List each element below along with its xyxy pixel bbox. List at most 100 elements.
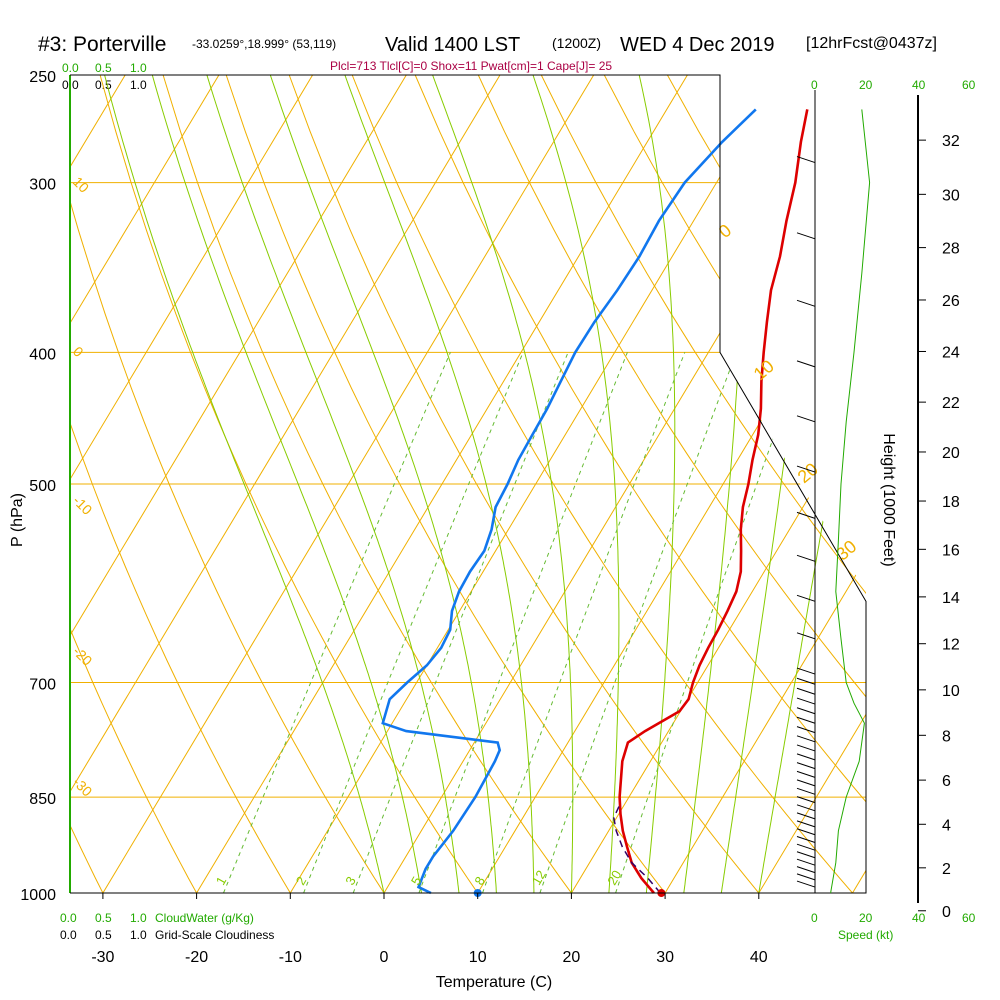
height-tick-label: 22: [942, 395, 960, 412]
isotherm-label: 0: [70, 343, 87, 360]
mixing-ratio-label: 12: [529, 868, 549, 888]
moist-adiabat-line: [269, 75, 497, 893]
wind-barb: [796, 804, 816, 812]
cloud-green-bot-1: 0.5: [95, 911, 112, 925]
sounding-curves: [381, 108, 809, 897]
wind-barb: [796, 632, 816, 640]
pressure-tick-label: 700: [29, 677, 56, 694]
speed-tick-bot-1: 20: [859, 911, 873, 925]
dry-adiabat-line: [162, 75, 572, 893]
pressure-tick-label: 250: [29, 69, 56, 86]
wind-barb: [796, 687, 816, 695]
isotherm-label: -10: [70, 492, 96, 518]
temperature-tick-label: 10: [469, 949, 487, 966]
isotherm-label: 10: [70, 173, 92, 195]
pressure-tick-label: 300: [29, 177, 56, 194]
isotherm-line: [289, 75, 782, 893]
pressure-tick-label: 850: [29, 791, 56, 808]
isotherm-line: [664, 75, 866, 893]
title-utc: (1200Z): [552, 35, 601, 51]
dry-adiabat-line: [351, 75, 853, 893]
background-grid: [70, 75, 1000, 893]
moist-adiabat-line: [104, 75, 385, 893]
wind-panel: [796, 90, 871, 894]
temperature-tick-label: 0: [380, 949, 389, 966]
height-tick-label: 30: [942, 187, 960, 204]
isotherm-line: [70, 75, 501, 893]
pressure-tick-label: 400: [29, 346, 56, 363]
speed-tick-bot-0: 0: [811, 911, 818, 925]
wind-barb: [796, 744, 816, 752]
mixing-ratio-label: 20: [604, 868, 624, 888]
wind-speed-profile: [830, 109, 871, 894]
isotherm-line: [477, 75, 866, 893]
speed-label: Speed (kt): [838, 928, 893, 942]
wind-barb: [796, 753, 816, 761]
wind-barb: [796, 697, 816, 705]
wind-barb: [796, 828, 816, 836]
isotherm-line: [852, 75, 866, 893]
cloud-black-bot-1: 0.5: [95, 928, 112, 942]
series-dewpoint-line: [381, 108, 757, 895]
dry-adiabat-line: [983, 75, 1000, 893]
moist-adiabat-line: [344, 75, 535, 893]
speed-tick-bot-3: 60: [962, 911, 976, 925]
height-tick-label: 4: [942, 817, 951, 834]
dry-adiabat-line: [225, 75, 666, 893]
temperature-tick-label: 30: [656, 949, 674, 966]
speed-tick-top-0: 0: [811, 78, 818, 92]
isotherm-label: -30: [70, 774, 96, 800]
wind-barb: [796, 156, 816, 164]
temperature-tick-label: -20: [185, 949, 208, 966]
wind-barb: [796, 707, 816, 715]
wind-speed-scale: 0 20 40 60 0 20 40 60 Speed (kt): [811, 78, 976, 942]
height-tick-label: 20: [942, 445, 960, 462]
wind-barb: [796, 787, 816, 795]
mixing-ratio-label: 8: [471, 874, 488, 888]
wind-barb: [796, 858, 816, 866]
dry-adiabat-line: [70, 75, 198, 893]
speed-tick-bot-2: 40: [912, 911, 926, 925]
cloud-green-top-0: 0.0: [62, 61, 79, 75]
y-axis-label: P (hPa): [9, 493, 26, 547]
cloud-black-bot-2: 1.0: [130, 928, 147, 942]
cloudiness-label: Grid-Scale Cloudiness: [155, 928, 274, 942]
wind-barb: [796, 762, 816, 770]
dry-adiabat-line: [288, 75, 760, 893]
moist-adiabat-line: [432, 75, 574, 893]
cloud-scale-bottom: 0.0 0.5 1.0 CloudWater (g/Kg) 0.0 0.5 1.…: [60, 911, 274, 942]
title-coords: -33.0259°,18.999° (53,119): [192, 37, 336, 51]
isotherm-label: -20: [70, 643, 96, 669]
temperature-tick-label: -30: [91, 949, 114, 966]
cloud-green-top-2: 1.0: [130, 61, 147, 75]
wind-barb: [796, 843, 816, 851]
dry-adiabat-line: [70, 75, 291, 893]
wind-barb: [796, 716, 816, 724]
cloud-black-bot-0: 0.0: [60, 928, 77, 942]
isotherm-label: 20: [794, 459, 822, 487]
cloud-green-top-1: 0.5: [95, 61, 112, 75]
moist-adiabat-line: [151, 75, 422, 893]
height-tick-label: 10: [942, 683, 960, 700]
wind-barb: [796, 779, 816, 787]
moist-adiabat-line: [206, 75, 460, 893]
cloud-water-label: CloudWater (g/Kg): [155, 911, 254, 925]
mixing-ratio-label: 3: [342, 874, 359, 888]
wind-barb: [796, 880, 816, 888]
isotherm-line: [102, 75, 595, 893]
cloud-green-bot-2: 1.0: [130, 911, 147, 925]
title-valid: Valid 1400 LST: [385, 34, 520, 56]
wind-barb: [796, 836, 816, 843]
cloud-green-bot-0: 0.0: [60, 911, 77, 925]
isotherm-label: 0: [715, 220, 736, 242]
isotherm-line: [70, 75, 314, 893]
wind-barb: [796, 360, 816, 368]
height-tick-label: 24: [942, 344, 960, 361]
wind-barb: [796, 299, 816, 307]
pressure-tick-label: 1000: [20, 887, 56, 904]
height-tick-label: 2: [942, 861, 951, 878]
height-tick-label: 32: [942, 133, 960, 150]
wind-barb: [796, 415, 816, 423]
dry-adiabat-line: [414, 75, 866, 893]
